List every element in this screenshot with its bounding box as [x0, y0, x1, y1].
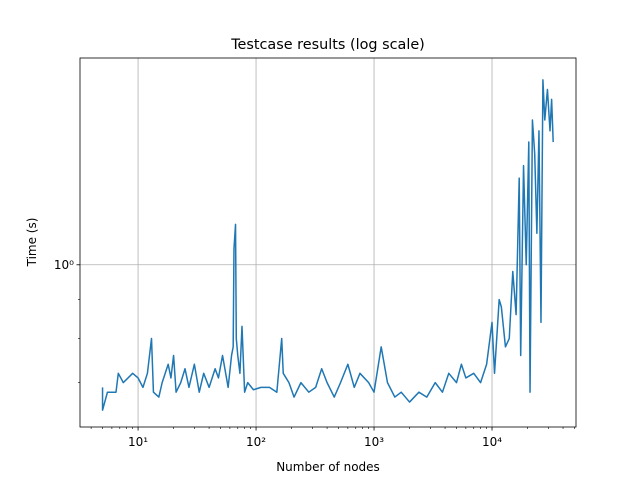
y-tick-label: 10⁰ — [54, 258, 74, 272]
x-tick-label: 10³ — [364, 435, 384, 449]
axes-frame — [79, 57, 577, 428]
x-tick-label: 10² — [246, 435, 266, 449]
x-axis-label: Number of nodes — [276, 460, 380, 474]
chart-title: Testcase results (log scale) — [230, 37, 425, 53]
x-tick-label: 10¹ — [128, 435, 148, 449]
x-tick-label: 10⁴ — [482, 435, 502, 449]
data-line — [101, 79, 554, 411]
y-axis-label: Time (s) — [25, 218, 39, 268]
